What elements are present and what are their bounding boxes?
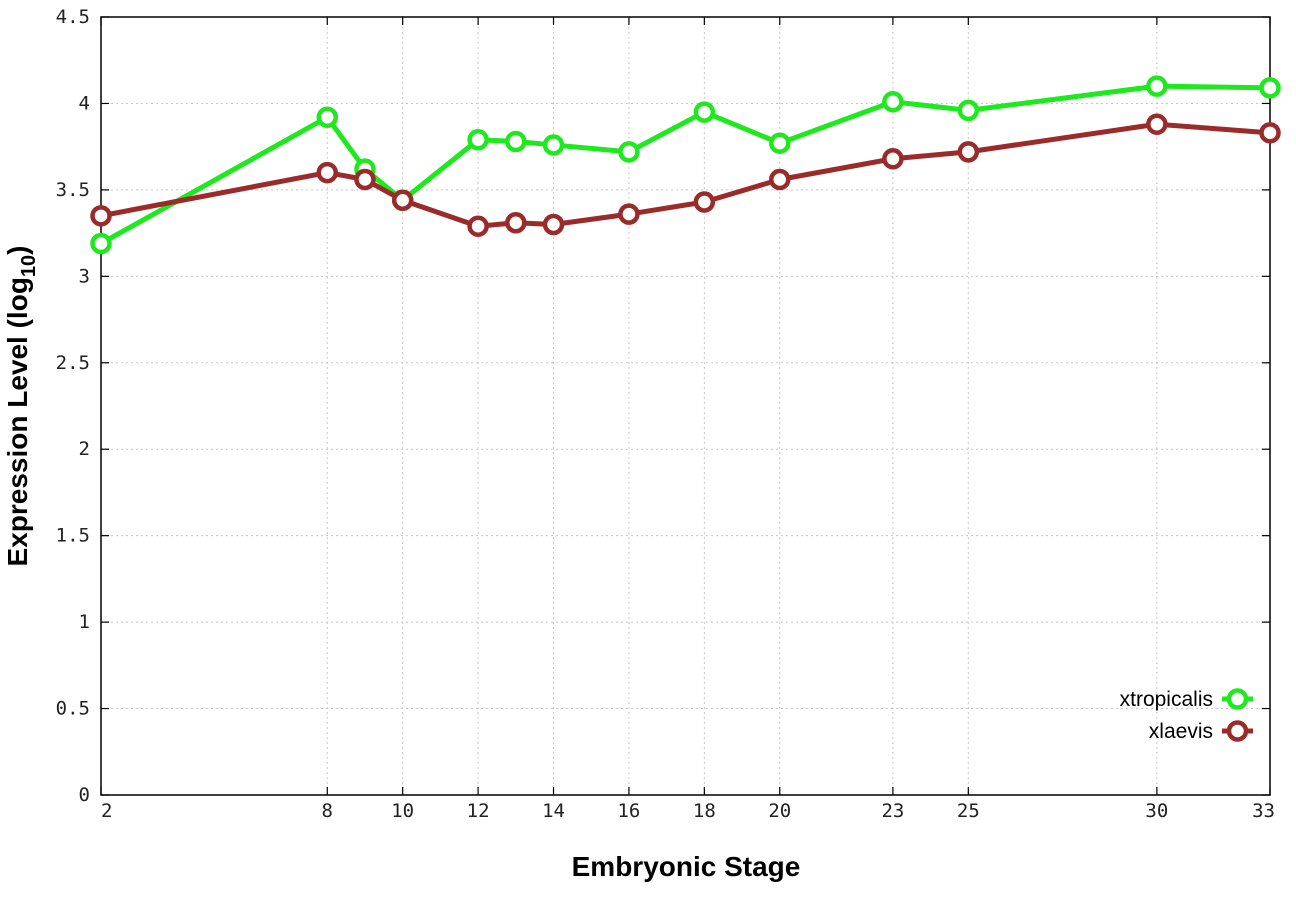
y-tick-label: 2.5 <box>56 352 90 374</box>
data-point-xlaevis <box>90 205 112 227</box>
data-point-xtropicalis <box>467 129 489 151</box>
x-tick-label: 20 <box>768 800 791 822</box>
legend-label: xtropicalis <box>1120 688 1213 711</box>
data-point-xlaevis <box>354 168 376 191</box>
legend-swatch-marker <box>1226 688 1249 710</box>
data-point-xtropicalis <box>90 232 112 255</box>
legend-label: xlaevis <box>1149 720 1213 743</box>
data-point-xtropicalis <box>882 90 904 113</box>
x-tick-label: 30 <box>1145 800 1168 822</box>
plot-frame <box>100 16 1271 796</box>
x-tick-label: 16 <box>617 800 640 822</box>
data-point-xlaevis <box>505 211 527 234</box>
x-tick-label: 18 <box>693 800 716 822</box>
data-point-xlaevis <box>957 141 980 163</box>
series-xlaevis <box>90 113 1281 237</box>
x-tick-label: 2 <box>101 800 112 822</box>
y-tick-label: 0.5 <box>56 698 90 720</box>
y-tick-label: 1 <box>79 611 90 633</box>
x-tick-label: 14 <box>542 800 565 822</box>
y-tick-label: 1.5 <box>56 525 90 547</box>
legend-item-xtropicalis: xtropicalis <box>1120 688 1253 711</box>
series-group <box>90 75 1281 255</box>
y-axis-title-close: ) <box>2 246 33 255</box>
y-tick-label: 0 <box>79 784 90 806</box>
x-tick-label: 8 <box>322 800 333 822</box>
x-tick-label: 23 <box>881 800 904 822</box>
x-tick-label: 12 <box>467 800 490 822</box>
data-point-xlaevis <box>316 161 339 184</box>
data-point-xlaevis <box>769 168 791 191</box>
y-tick-label: 4 <box>79 92 90 114</box>
y-tick-label: 4.5 <box>56 6 90 28</box>
legend-item-xlaevis: xlaevis <box>1149 720 1253 743</box>
data-point-xtropicalis <box>693 101 716 123</box>
data-point-xtropicalis <box>957 99 980 122</box>
data-point-xlaevis <box>391 189 414 212</box>
data-point-xlaevis <box>618 203 640 225</box>
data-point-xtropicalis <box>316 106 339 129</box>
data-point-xlaevis <box>542 213 565 236</box>
y-axis-title-subscript: 10 <box>18 255 40 277</box>
data-point-xtropicalis <box>542 134 565 156</box>
legend: xtropicalis xlaevis <box>1120 688 1253 743</box>
axis-ticks: 0 0.5 1 1.5 2 2.5 3 3.5 4 4.5 2 8 10 12 14 16 18 20 23 25 30… <box>56 6 1275 822</box>
legend-swatch-marker <box>1226 720 1249 742</box>
y-tick-label: 3.5 <box>56 179 90 201</box>
data-point-xlaevis <box>467 215 489 237</box>
data-point-xlaevis <box>882 148 904 170</box>
y-tick-label: 3 <box>79 265 90 287</box>
data-point-xtropicalis <box>1146 75 1168 97</box>
x-tick-label: 25 <box>957 800 980 822</box>
x-tick-label: 10 <box>391 800 414 822</box>
data-point-xlaevis <box>693 191 716 213</box>
data-point-xlaevis <box>1259 122 1281 144</box>
data-point-xtropicalis <box>618 141 640 163</box>
data-point-xtropicalis <box>1259 77 1281 99</box>
y-tick-label: 2 <box>79 438 90 460</box>
y-axis-title: Expression Level (log10) <box>2 246 40 567</box>
series-line-xtropicalis <box>99 83 1271 246</box>
data-point-xtropicalis <box>505 130 527 153</box>
series-line-xlaevis <box>100 121 1271 229</box>
x-tick-label: 33 <box>1252 800 1275 822</box>
series-xtropicalis <box>90 75 1281 255</box>
data-point-xtropicalis <box>769 132 791 154</box>
x-axis-title: Embryonic Stage <box>572 851 801 882</box>
data-point-xlaevis <box>1146 113 1168 135</box>
y-axis-title-main: Expression Level (log <box>2 277 33 566</box>
